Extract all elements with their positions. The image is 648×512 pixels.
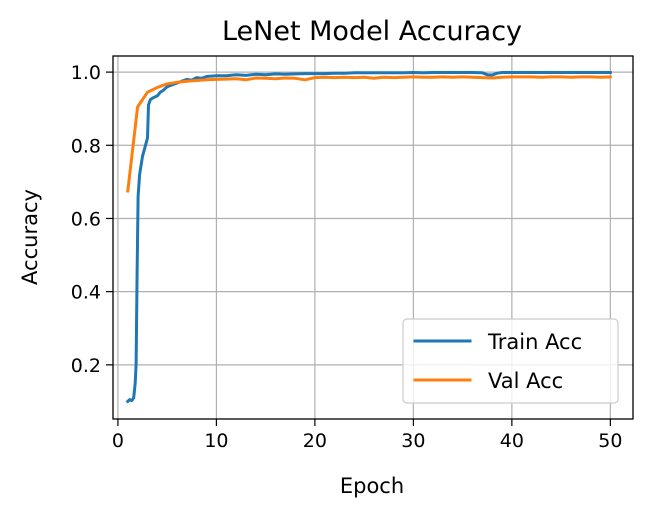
x-tick-label: 10 [204, 430, 228, 452]
x-tick-label: 40 [500, 430, 524, 452]
series-line-val [126, 75, 612, 193]
series-line-train [125, 71, 612, 404]
y-tick-label: 1.0 [71, 62, 101, 84]
legend-label-val: Val Acc [488, 369, 563, 393]
y-axis-label: Accuracy [18, 189, 42, 285]
x-axis-label: Epoch [340, 474, 404, 498]
x-tick-label: 50 [598, 430, 622, 452]
y-tick-label: 0.2 [71, 355, 101, 377]
y-tick-label: 0.6 [71, 208, 101, 230]
y-tick-label: 0.4 [71, 282, 101, 304]
x-tick-label: 20 [303, 430, 327, 452]
y-axis-ticks: 0.2 0.4 0.6 0.8 1.0 [71, 62, 113, 377]
legend: Train Acc Val Acc [402, 318, 619, 404]
plot-frame [112, 55, 634, 420]
chart-title: LeNet Model Accuracy [222, 16, 522, 47]
y-tick-label: 0.8 [71, 135, 101, 157]
x-tick-label: 30 [401, 430, 425, 452]
legend-label-train: Train Acc [487, 330, 582, 354]
series-lines [125, 71, 612, 404]
x-tick-label: 0 [112, 430, 124, 452]
x-axis-ticks: 0 10 20 30 40 50 [112, 419, 622, 452]
